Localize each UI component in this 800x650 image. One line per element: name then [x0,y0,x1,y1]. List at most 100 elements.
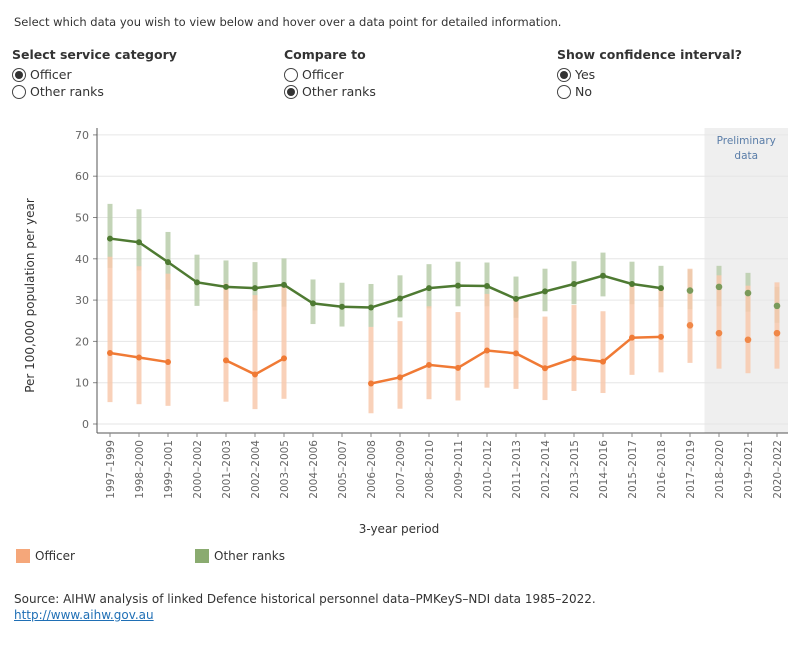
point-other-ranks [629,280,635,287]
point-officer [658,333,664,340]
point-other-ranks [136,239,142,246]
confidence-interval-option-no[interactable]: No [557,83,742,100]
y-tick-label: 40 [75,253,89,266]
x-tick-label: 2010–2012 [482,440,494,499]
point-officer [715,329,723,337]
point-other-ranks [686,287,694,294]
x-tick-label: 1997–1999 [105,440,117,499]
y-tick-label: 0 [82,418,89,431]
service-category-option-officer[interactable]: Officer [12,66,177,83]
point-officer [136,354,142,361]
x-tick-label: 2000–2002 [192,440,204,499]
point-officer [629,334,635,341]
radio-button[interactable] [557,67,571,82]
line-chart: Preliminary data 0 10 20 30 40 50 60 70 1997–1999 1… [23,128,788,536]
ci-bar-officer [513,300,519,389]
confidence-interval-title: Show confidence interval? [557,47,743,62]
legend-item-other-ranks[interactable]: Other ranks [195,549,285,563]
ci-bar-officer [426,306,432,400]
x-tick-label: 2004–2006 [308,440,320,499]
point-other-ranks [107,235,113,242]
point-other-ranks [165,259,171,266]
radio-button[interactable] [284,84,298,99]
point-officer [542,365,548,372]
point-officer [600,358,606,365]
radio-button[interactable] [557,84,571,99]
y-tick-label: 60 [75,170,89,183]
y-tick-label: 20 [75,335,89,348]
point-other-ranks [658,285,664,292]
x-tick-label: 2017–2019 [685,440,697,499]
source-note: Source: AIHW analysis of linked Defence … [14,592,596,606]
ci-bar-officer [687,268,693,363]
y-tick-label: 30 [75,294,89,307]
point-officer [513,350,519,357]
point-other-ranks [339,303,345,310]
point-other-ranks [310,300,316,307]
point-other-ranks [397,295,403,302]
compare-to-title: Compare to [284,47,366,62]
point-other-ranks [223,283,229,290]
ci-bar-officer [397,321,403,409]
point-other-ranks [542,288,548,295]
ci-bar-officer [252,295,258,410]
service-category-control: Select service category Officer Other ra… [12,47,177,100]
x-tick-label: 2018–2020 [714,440,726,499]
legend-item-officer[interactable]: Officer [16,549,75,563]
compare-to-option-other-ranks[interactable]: Other ranks [284,83,376,100]
x-tick-label: 2011–2013 [511,440,523,499]
ci-bar-officer [107,256,113,403]
ci-bar-officer [600,311,606,394]
radio-button[interactable] [12,84,26,99]
x-tick-label: 2020–2022 [772,440,784,499]
point-officer [165,359,171,366]
ci-bar-officer [745,285,751,374]
point-officer [773,329,781,337]
ci-bar-officer [629,285,635,375]
ci-bar-officer [368,326,374,414]
point-other-ranks [484,283,490,290]
radio-button[interactable] [284,67,298,82]
point-other-ranks [368,304,374,311]
point-other-ranks [281,281,287,288]
point-other-ranks [600,272,606,279]
point-officer [397,374,403,381]
y-tick-label: 70 [75,129,89,142]
instructions-text: Select which data you wish to view below… [14,15,562,29]
point-other-ranks [252,285,258,292]
point-officer [223,357,229,364]
ci-bar-officer [542,316,548,401]
x-tick-label: 2008–2010 [424,440,436,499]
ci-bar-officer [223,283,229,402]
y-tick-label: 10 [75,377,89,390]
confidence-interval-option-yes[interactable]: Yes [557,66,742,83]
ci-bar-officer [455,312,461,401]
ci-bar-officer [716,275,722,369]
point-other-ranks [571,280,577,287]
compare-to-option-officer[interactable]: Officer [284,66,376,83]
x-tick-label: 2012–2014 [540,440,552,499]
x-axis-title: 3-year period [359,522,440,536]
ci-bar-officer [658,287,664,373]
x-tick-label: 2001–2003 [221,440,233,499]
radio-button[interactable] [12,67,26,82]
preliminary-label: data [734,150,758,162]
point-officer [484,347,490,354]
ci-bar-officer [774,282,780,369]
x-tick-label: 2007–2009 [395,440,407,499]
x-tick-label: 2005–2007 [337,440,349,499]
x-tick-label: 1998–2000 [134,440,146,499]
x-tick-label: 2013–2015 [569,440,581,499]
radio-label: Officer [30,67,72,82]
radio-label: Officer [302,67,344,82]
point-officer [252,371,258,378]
point-other-ranks [715,283,723,291]
aihw-link[interactable]: http://www.aihw.gov.au [14,608,154,622]
x-tick-label: 1999–2001 [163,440,175,499]
service-category-title: Select service category [12,47,177,62]
x-tick-label: 2019–2021 [743,440,755,499]
x-tick-label: 2006–2008 [366,440,378,499]
service-category-option-other-ranks[interactable]: Other ranks [12,83,177,100]
ci-bar-officer [571,305,577,391]
point-officer [426,361,432,368]
